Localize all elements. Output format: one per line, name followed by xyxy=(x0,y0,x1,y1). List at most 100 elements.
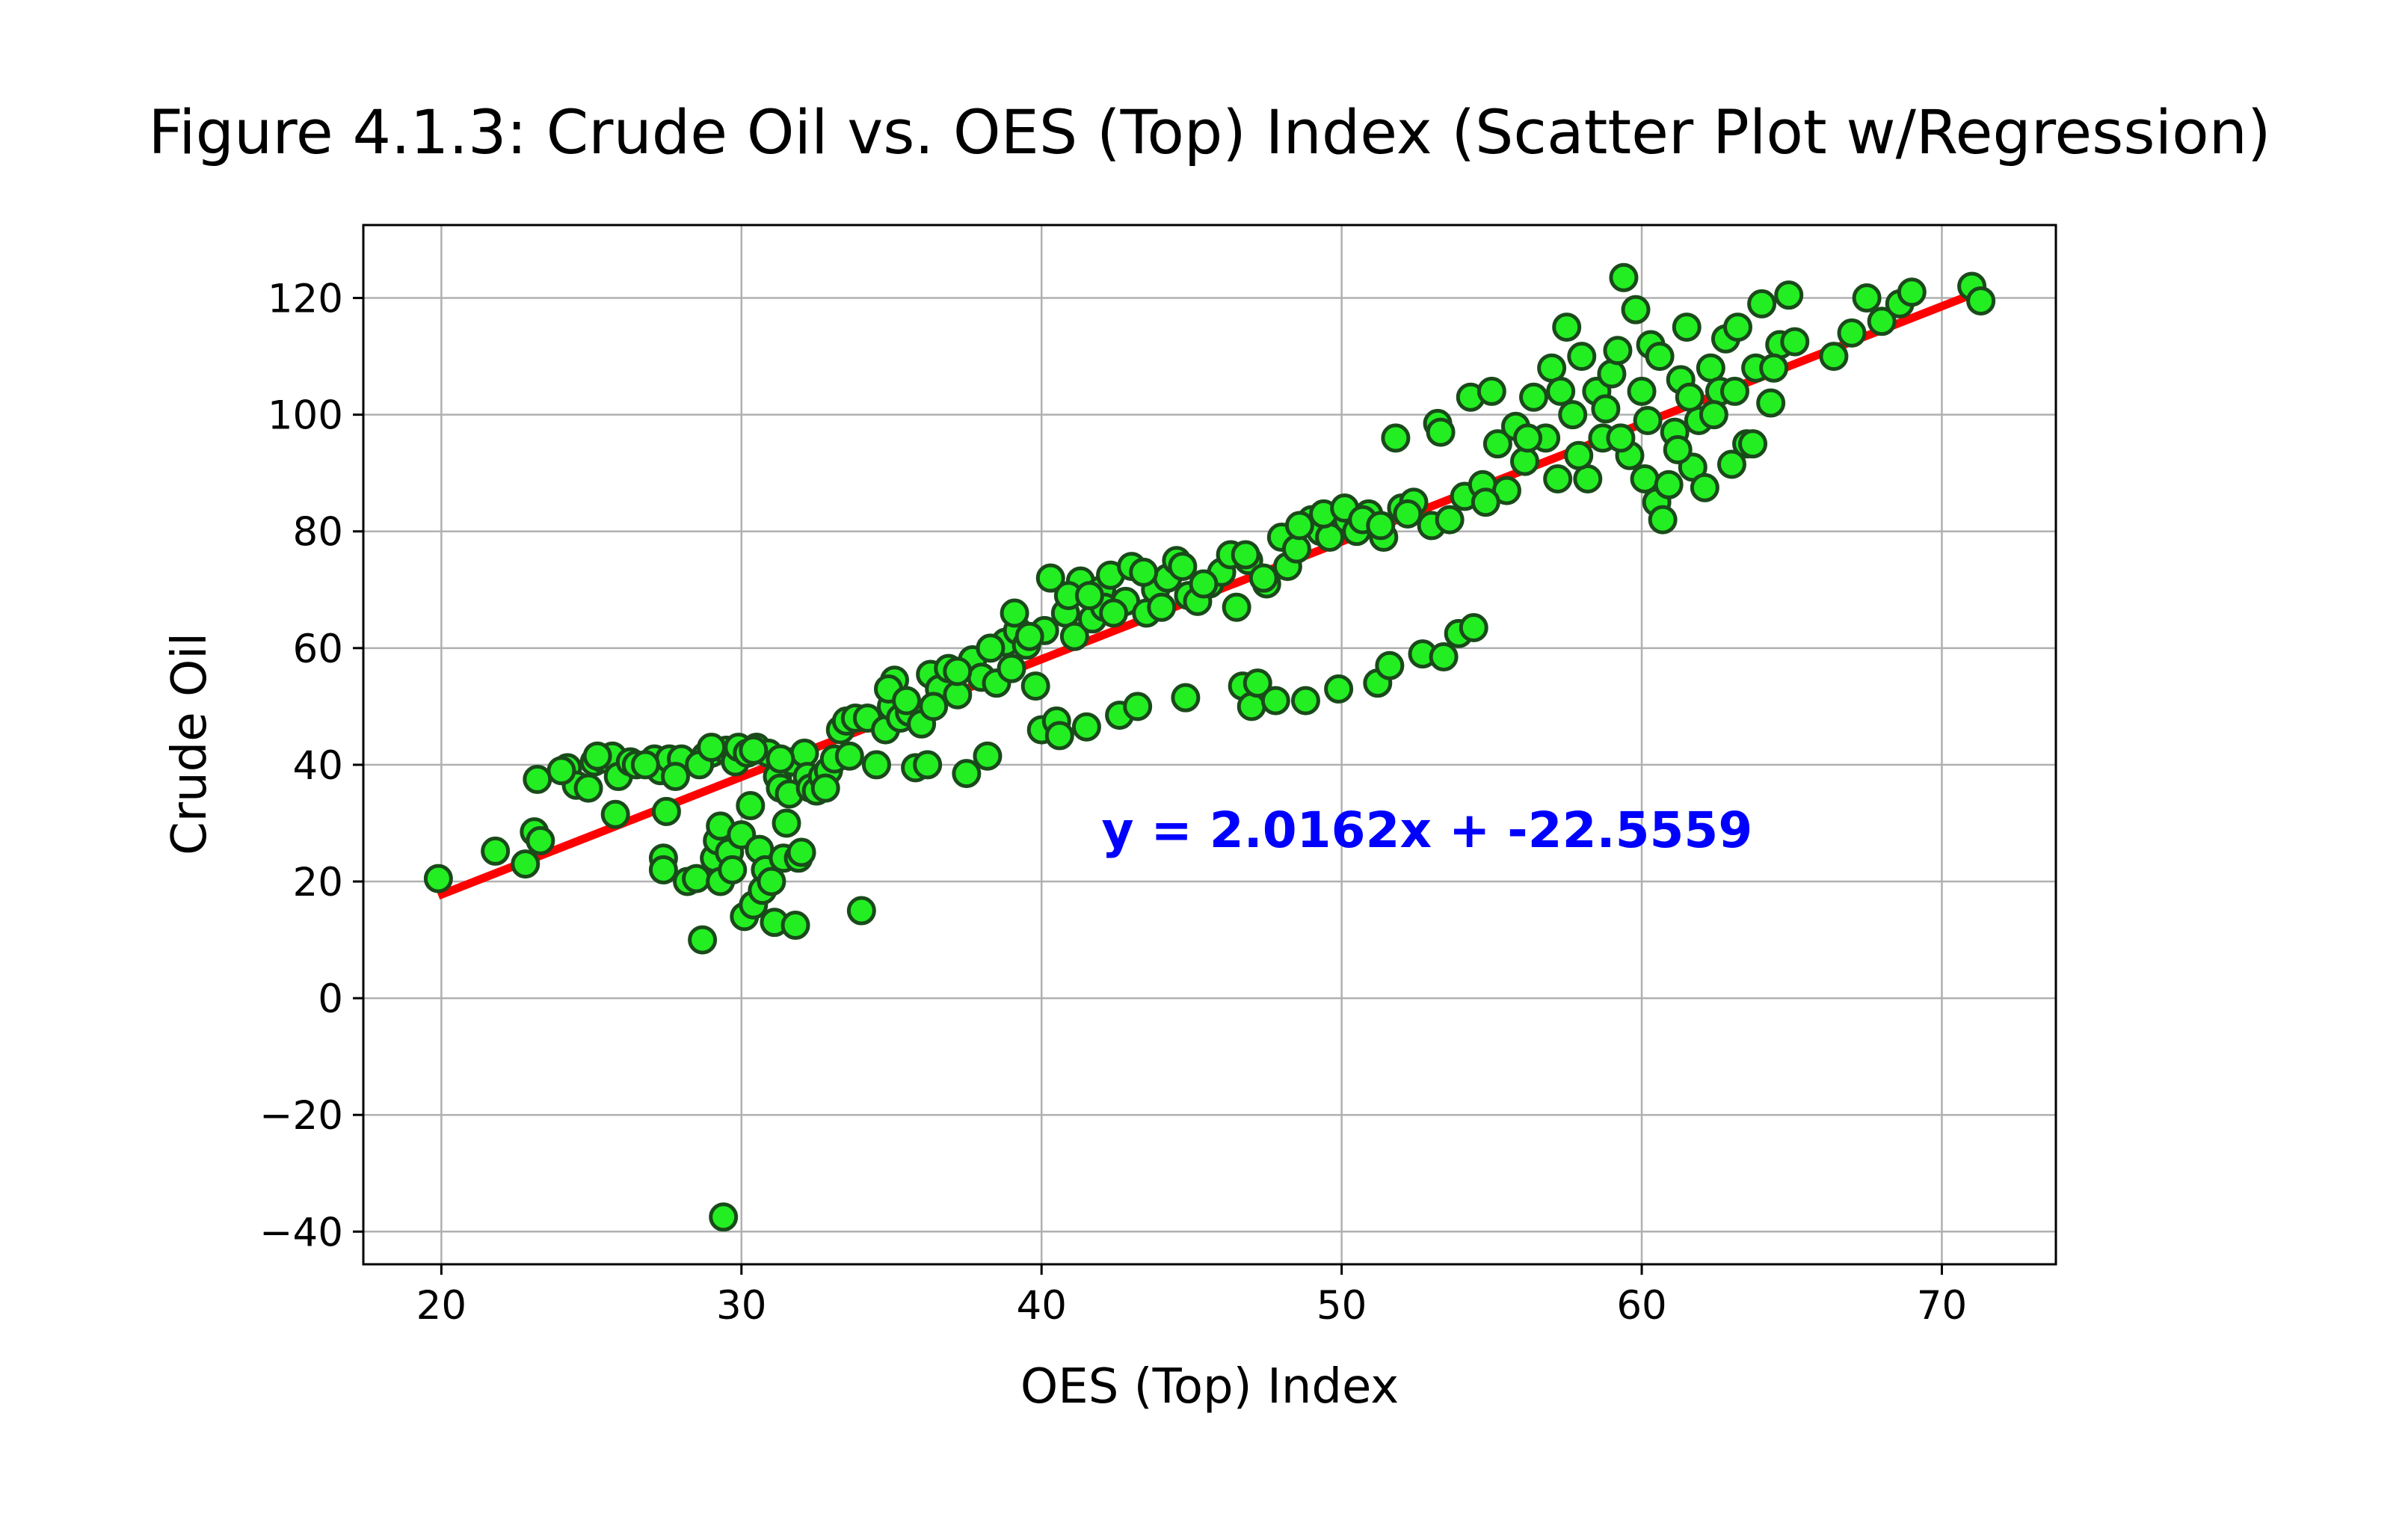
data-point xyxy=(1867,307,1897,336)
data-point xyxy=(573,773,603,803)
data-point xyxy=(1476,376,1506,406)
data-point xyxy=(1324,674,1354,704)
data-point xyxy=(1621,295,1651,324)
data-point xyxy=(718,855,748,884)
data-point xyxy=(1000,598,1029,628)
y-tick-label: 80 xyxy=(293,510,343,556)
data-point xyxy=(834,741,864,771)
data-point xyxy=(1648,505,1678,535)
data-point xyxy=(1747,289,1777,319)
data-point xyxy=(1237,692,1266,721)
data-point xyxy=(1897,277,1927,307)
y-tick-label: 120 xyxy=(268,277,343,322)
data-point xyxy=(1645,342,1675,372)
data-point xyxy=(810,773,840,803)
data-point xyxy=(697,733,727,763)
x-tick-label: 20 xyxy=(416,1283,466,1329)
data-point xyxy=(709,1202,739,1232)
data-point xyxy=(481,836,511,866)
x-tick-label: 40 xyxy=(1016,1283,1066,1329)
data-point xyxy=(1672,313,1702,342)
data-point xyxy=(1774,280,1804,310)
data-point xyxy=(1837,318,1867,348)
data-point xyxy=(1759,353,1789,383)
y-axis-label: Crude Oil xyxy=(162,633,218,855)
data-point xyxy=(1168,552,1198,582)
data-point xyxy=(1606,423,1636,453)
data-point xyxy=(1014,621,1044,651)
x-tick-label: 50 xyxy=(1317,1283,1367,1329)
data-point xyxy=(1482,429,1512,459)
x-tick-label: 30 xyxy=(716,1283,766,1329)
y-tick-label: −20 xyxy=(259,1093,343,1139)
data-point xyxy=(997,653,1026,683)
data-point xyxy=(1429,642,1459,672)
data-point xyxy=(846,896,876,926)
data-point xyxy=(1719,376,1749,406)
data-point xyxy=(651,796,681,826)
data-point xyxy=(1020,671,1050,701)
data-point xyxy=(1147,592,1177,622)
data-point xyxy=(582,741,612,771)
data-point xyxy=(600,799,630,829)
data-point xyxy=(1597,359,1627,389)
data-point xyxy=(1260,686,1290,716)
data-point xyxy=(1189,569,1219,599)
data-point xyxy=(1231,540,1260,570)
data-point xyxy=(1513,423,1543,453)
data-point xyxy=(1716,449,1746,479)
data-point xyxy=(1509,446,1539,476)
data-point xyxy=(1171,683,1201,713)
data-point xyxy=(1471,487,1500,517)
data-point xyxy=(976,633,1006,663)
data-point xyxy=(1567,342,1597,372)
data-point xyxy=(1123,692,1153,721)
y-tick-label: 100 xyxy=(268,393,343,439)
data-point xyxy=(1591,394,1621,424)
data-point xyxy=(1780,327,1810,357)
data-point xyxy=(1546,376,1576,406)
data-point xyxy=(766,744,795,774)
x-tick-label: 70 xyxy=(1917,1283,1967,1329)
data-point xyxy=(1059,621,1089,651)
data-point xyxy=(523,764,552,794)
data-point xyxy=(786,837,816,867)
data-point xyxy=(1129,557,1159,587)
data-point xyxy=(892,686,922,716)
data-point xyxy=(1381,423,1411,453)
data-point xyxy=(1699,400,1728,430)
data-point xyxy=(1603,336,1633,366)
data-point xyxy=(757,867,786,896)
data-point xyxy=(772,808,801,838)
y-tick-label: 20 xyxy=(293,860,343,905)
data-point xyxy=(861,750,891,780)
data-point xyxy=(1633,405,1663,435)
data-point xyxy=(1543,464,1573,494)
data-point xyxy=(1243,668,1272,698)
data-point xyxy=(1690,473,1719,502)
data-point xyxy=(952,759,982,789)
data-point xyxy=(789,738,819,768)
data-point xyxy=(943,656,973,686)
plot-area-frame xyxy=(362,224,2057,1266)
x-axis-label: OES (Top) Index xyxy=(1020,1359,1399,1415)
chart-title: Figure 4.1.3: Crude Oil vs. OES (Top) In… xyxy=(148,98,2270,168)
data-point xyxy=(660,762,690,792)
data-point xyxy=(1609,262,1639,292)
y-tick-label: 40 xyxy=(293,743,343,789)
y-tick-label: 60 xyxy=(293,627,343,672)
data-point xyxy=(1519,382,1549,412)
data-point xyxy=(1459,613,1488,643)
data-point xyxy=(1284,511,1314,541)
data-point xyxy=(1663,434,1693,464)
data-point xyxy=(546,756,576,786)
axis-ticks: 20 30 40 50 60 70 −40 −20 0 20 40 60 80 100 120 xyxy=(259,277,1967,1329)
data-point xyxy=(1558,400,1588,430)
data-point xyxy=(1756,388,1786,418)
data-point xyxy=(1819,342,1849,372)
data-point xyxy=(736,791,766,821)
data-point xyxy=(1290,686,1320,716)
data-point xyxy=(1071,712,1101,742)
